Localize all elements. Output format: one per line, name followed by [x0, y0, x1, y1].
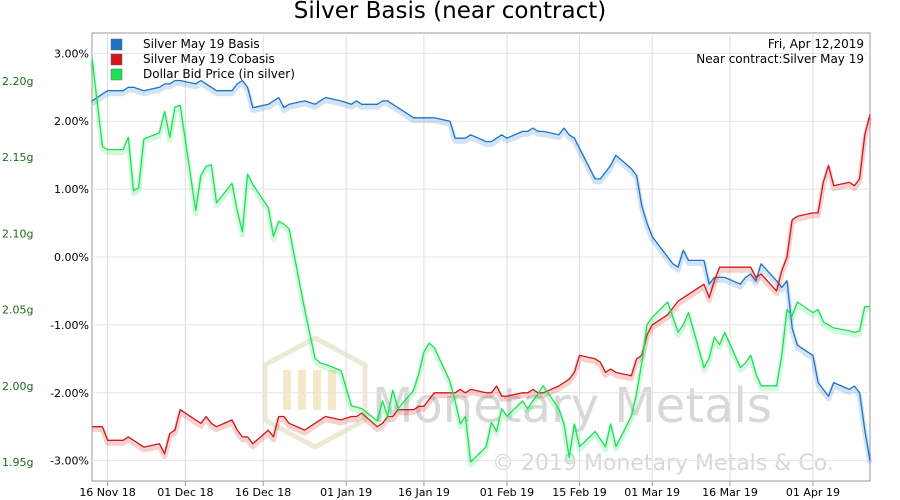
y-axis-right: 3.00% 2.00% 1.00% 0.00% -1.00% -2.00% -3.00% [50, 47, 89, 467]
y-right-tick-label: -2.00% [50, 387, 89, 400]
series-shadow-silver-may-19-basis [90, 81, 873, 465]
x-tick-label: 01 Apr 19 [786, 486, 840, 499]
series-shadow-dollar-bid-price-in-silver [89, 60, 870, 468]
watermark-copyright: © 2019 Monetary Metals & Co. [492, 451, 834, 476]
y-left-tick-label: 2.10g [2, 227, 33, 240]
series-layer [89, 58, 873, 468]
legend-swatch [110, 53, 123, 66]
series-line-silver-may-19-basis [91, 79, 871, 461]
chart-title: Silver Basis (near contract) [294, 0, 607, 24]
legend-label: Dollar Bid Price (in silver) [143, 67, 295, 81]
series-line-silver-may-19-cobasis [92, 114, 871, 455]
legend-swatch [110, 68, 123, 81]
x-tick-label: 16 Nov 18 [79, 486, 135, 499]
legend-swatch [110, 38, 123, 51]
x-axis: 16 Nov 18 01 Dec 18 16 Dec 18 01 Jan 19 16 J… [79, 481, 840, 499]
y-left-tick-label: 2.05g [2, 304, 33, 317]
x-tick-label: 01 Feb 19 [480, 486, 534, 499]
x-tick-label: 01 Dec 18 [157, 486, 213, 499]
y-left-tick-label: 1.95g [2, 456, 33, 469]
watermark: Monetary Metals © 2019 Monetary Metals &… [262, 335, 834, 476]
legend-label: Silver May 19 Basis [143, 37, 260, 51]
watermark-brand: Monetary Metals [372, 378, 772, 434]
watermark-logo [262, 335, 368, 450]
y-right-tick-label: -1.00% [50, 319, 89, 332]
legend-label: Silver May 19 Cobasis [143, 52, 275, 66]
y-left-tick-label: 2.00g [2, 380, 33, 393]
x-tick-label: 16 Jan 19 [398, 486, 450, 499]
y-right-tick-label: 1.00% [54, 183, 89, 196]
info-contract: Near contract:Silver May 19 [696, 52, 864, 66]
x-tick-label: 01 Mar 19 [624, 486, 680, 499]
series-line-dollar-bid-price-in-silver [91, 58, 870, 463]
y-left-tick-label: 2.20g [2, 75, 33, 88]
x-tick-label: 01 Jan 19 [320, 486, 372, 499]
y-right-tick-label: -3.00% [50, 455, 89, 468]
y-right-tick-label: 0.00% [54, 251, 89, 264]
series-shadow-silver-may-19-cobasis [92, 116, 873, 460]
x-tick-label: 16 Dec 18 [235, 486, 291, 499]
x-tick-label: 15 Feb 19 [552, 486, 606, 499]
info-date: Fri, Apr 12,2019 [768, 37, 864, 51]
y-right-tick-label: 2.00% [54, 115, 89, 128]
y-right-tick-label: 3.00% [54, 47, 89, 60]
y-left-tick-label: 2.15g [2, 151, 33, 164]
y-axis-left: 2.20g 2.15g 2.10g 2.05g 2.00g 1.95g [2, 75, 33, 469]
x-tick-label: 16 Mar 19 [702, 486, 758, 499]
